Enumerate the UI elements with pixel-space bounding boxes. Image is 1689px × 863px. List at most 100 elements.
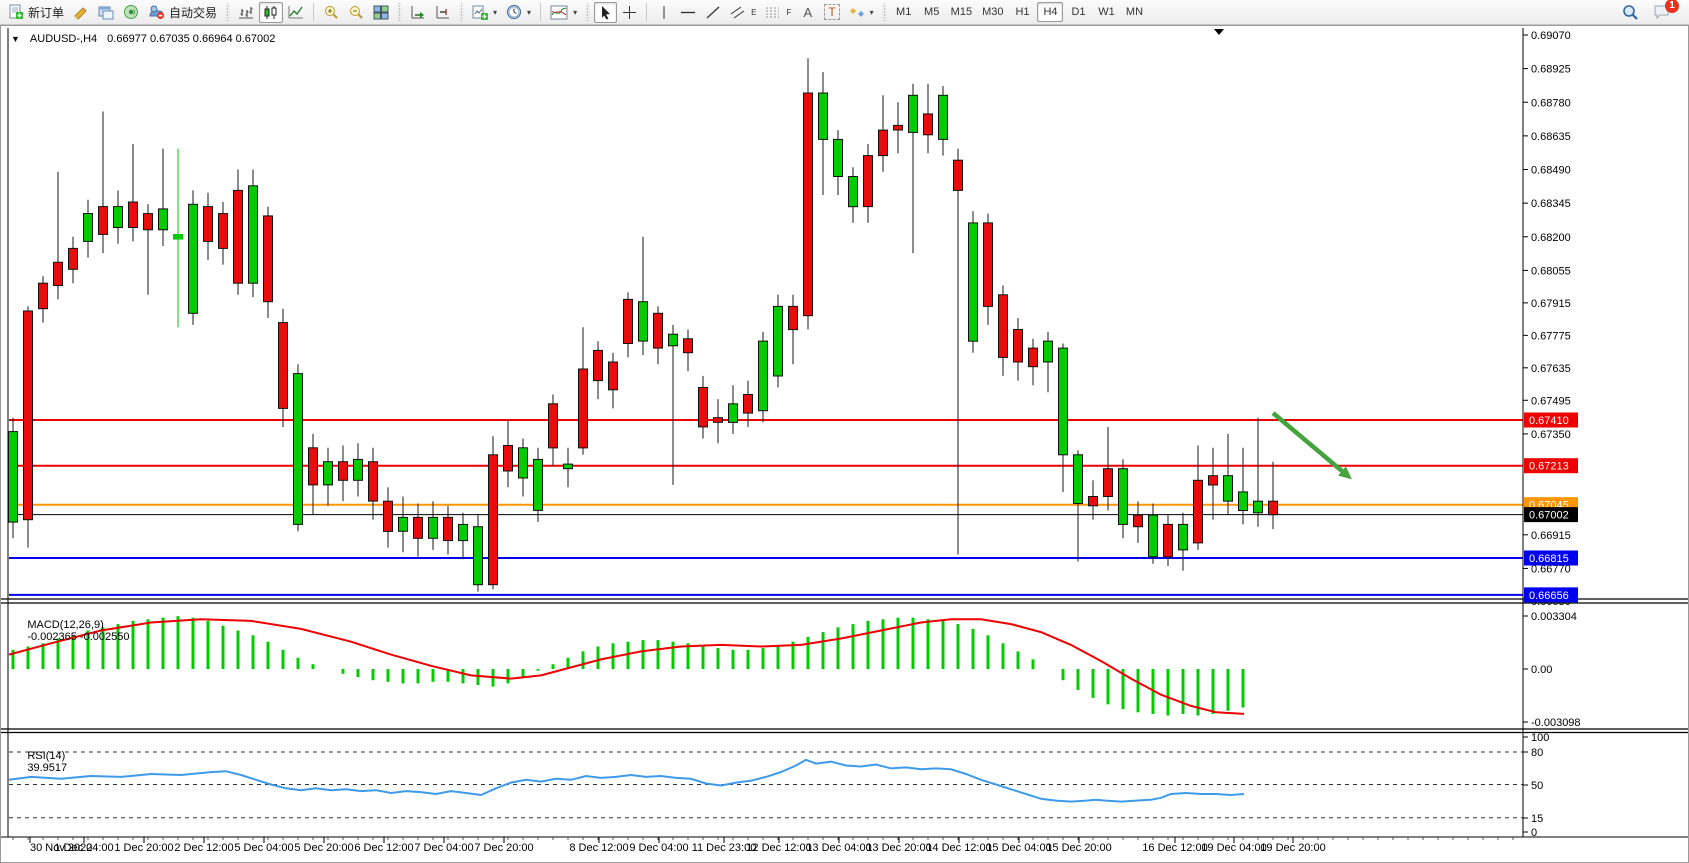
candle-body[interactable] [593,349,603,382]
tf-m15[interactable]: M15 [950,6,973,18]
candle-body[interactable] [683,338,693,354]
candle-body[interactable] [608,361,618,391]
candle-body[interactable] [668,333,678,347]
candle-body[interactable] [233,189,243,284]
tf-m30[interactable]: M30 [982,6,1004,18]
candle-body[interactable] [953,159,963,191]
crosshair-tool-button[interactable] [618,2,641,23]
candle-body[interactable] [1208,475,1218,486]
candle-body[interactable] [338,461,348,481]
price-chart[interactable]: 0.69070 0.68925 0.68780 0.68635 0.68490 0.683… [1,26,1688,862]
chart-shift-marker[interactable] [1214,29,1224,35]
candle-body[interactable] [1133,514,1143,528]
zoom-out-button[interactable] [344,2,368,23]
candle-body[interactable] [1028,347,1038,368]
tf-h1[interactable]: H1 [1015,6,1030,18]
tf-m1[interactable]: M1 [896,6,912,18]
candle-body[interactable] [248,185,258,284]
candle-body[interactable] [23,310,33,521]
candle-body[interactable] [218,213,228,249]
candle-body[interactable] [1043,340,1053,363]
crayon-button[interactable] [69,2,93,23]
tile-windows-button[interactable] [369,2,393,23]
candle-body[interactable] [1103,468,1113,498]
channel-tool-button[interactable]: E [726,2,760,23]
candle-body[interactable] [173,234,183,240]
candle-body[interactable] [803,92,813,317]
text-tool-button[interactable]: A [796,2,819,23]
candle-body[interactable] [413,516,423,539]
candle-body[interactable] [773,305,783,377]
candle-body[interactable] [653,312,663,349]
candle-body[interactable] [128,201,138,228]
candle-body[interactable] [908,94,918,133]
candle-body[interactable] [968,222,978,342]
shapes-tool-button[interactable]: ▾ [845,2,878,23]
candle-body[interactable] [1073,454,1083,504]
candle-body[interactable] [398,516,408,532]
autotrade-button[interactable]: 自动交易 [144,2,221,23]
market-window-button[interactable] [94,2,118,23]
candle-body[interactable] [938,94,948,140]
chevron-down-icon[interactable]: ▾ [527,7,532,17]
candle-body[interactable] [878,129,888,157]
candle-body[interactable] [1163,523,1173,558]
tf-m5[interactable]: M5 [924,6,940,18]
candle-body[interactable] [1148,514,1158,558]
tf-d1[interactable]: D1 [1071,6,1086,18]
new-chart-button[interactable]: ▾ [468,2,501,23]
chart-shift-button[interactable] [431,2,455,23]
candle-body[interactable] [1253,500,1263,514]
signal-button[interactable] [119,2,143,23]
candle-body[interactable] [263,215,273,303]
new-order-button[interactable]: 新订单 [4,2,68,23]
trend-arrow[interactable] [1271,411,1344,473]
candle-body[interactable] [443,516,453,542]
candle-body[interactable] [458,523,468,542]
trendline-tool-button[interactable] [701,2,725,23]
candle-body[interactable] [623,298,633,344]
candle-body[interactable] [893,124,903,131]
candle-body[interactable] [1013,329,1023,363]
candle-body[interactable] [203,206,213,242]
candle-body[interactable] [158,208,168,231]
candle-body[interactable] [83,213,93,242]
candle-body[interactable] [563,463,573,470]
candle-body[interactable] [383,500,393,532]
candle-body[interactable] [323,461,333,486]
hline-tool-button[interactable] [676,2,700,23]
candle-body[interactable] [53,261,63,286]
vline-tool-button[interactable] [652,2,675,23]
candle-body[interactable] [548,403,558,449]
candle-body[interactable] [488,454,498,586]
cursor-tool-button[interactable] [594,1,618,23]
candle-body[interactable] [743,394,753,414]
candle-body[interactable] [1238,491,1248,511]
fibonacci-tool-button[interactable]: F [761,2,795,23]
label-tool-button[interactable]: T [820,2,843,23]
candle-body[interactable] [758,340,768,412]
tf-h4[interactable]: H4 [1037,2,1064,22]
candle-body[interactable] [368,461,378,502]
notification-badge[interactable]: 1 [1665,0,1679,13]
candle-body[interactable] [1223,475,1233,502]
candle-body[interactable] [188,203,198,314]
candle-body[interactable] [1058,347,1068,456]
indicators-button[interactable]: ▾ [546,2,581,23]
candle-body[interactable] [998,294,1008,358]
chevron-down-icon[interactable]: ▾ [573,7,578,17]
candle-body[interactable] [728,403,738,423]
candle-body[interactable] [293,373,303,525]
candle-body[interactable] [38,282,48,310]
candle-body[interactable] [278,322,288,409]
period-clock-button[interactable]: ▾ [502,2,535,23]
chevron-down-icon[interactable]: ▾ [869,7,874,17]
candle-body[interactable] [353,458,363,481]
candle-body[interactable] [473,526,483,586]
bar-chart-button[interactable] [234,2,258,23]
tf-mn[interactable]: MN [1125,6,1144,18]
candle-body[interactable] [113,206,123,229]
chevron-down-icon[interactable]: ▾ [493,7,498,17]
candle-body[interactable] [98,206,108,235]
search-button[interactable] [1618,2,1643,23]
